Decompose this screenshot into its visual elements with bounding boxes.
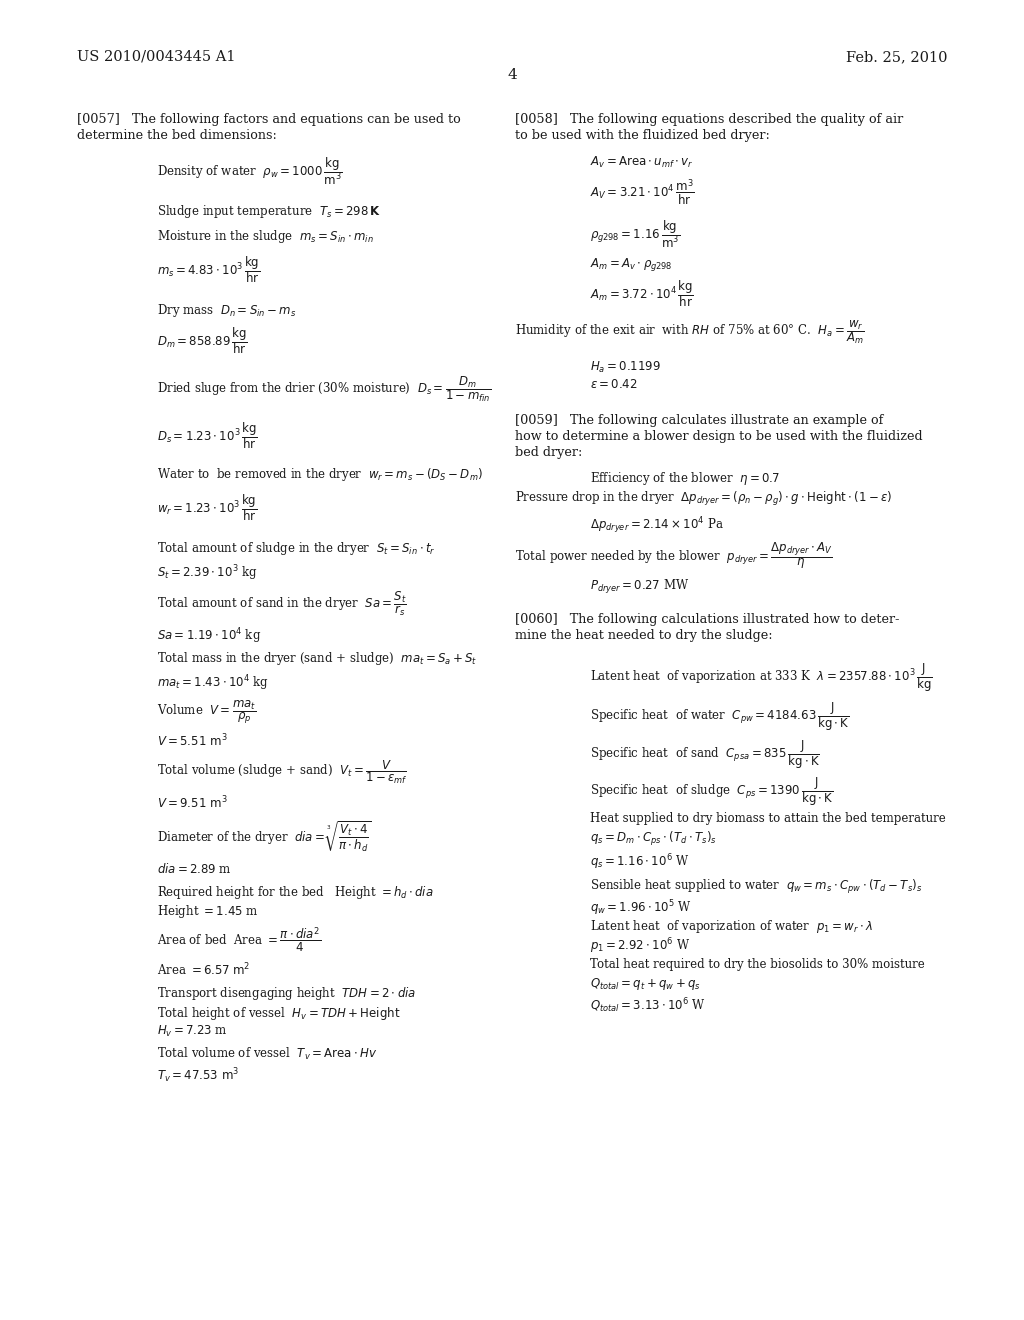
Text: Sludge input temperature  $T_s = 298\,\mathbf{K}$: Sludge input temperature $T_s = 298\,\ma… — [157, 203, 381, 220]
Text: Area of bed  Area $= \dfrac{\pi \cdot dia^2}{4}$: Area of bed Area $= \dfrac{\pi \cdot dia… — [157, 927, 322, 956]
Text: Efficiency of the blower  $\eta = 0.7$: Efficiency of the blower $\eta = 0.7$ — [590, 470, 780, 487]
Text: Transport disengaging height  $TDH = 2 \cdot dia$: Transport disengaging height $TDH = 2 \c… — [157, 985, 416, 1002]
Text: $D_s = 1.23 \cdot 10^3\,\dfrac{\mathrm{kg}}{\mathrm{hr}}$: $D_s = 1.23 \cdot 10^3\,\dfrac{\mathrm{k… — [157, 420, 258, 450]
Text: Diameter of the dryer  $dia = \sqrt[3]{\dfrac{V_t \cdot 4}{\pi \cdot h_d}}$: Diameter of the dryer $dia = \sqrt[3]{\d… — [157, 818, 372, 854]
Text: $T_v = 47.53\ \mathrm{m}^3$: $T_v = 47.53\ \mathrm{m}^3$ — [157, 1067, 240, 1085]
Text: Specific heat  of sludge  $C_{ps} = 1390\,\dfrac{\mathrm{J}}{\mathrm{kg} \cdot \: Specific heat of sludge $C_{ps} = 1390\,… — [590, 775, 834, 808]
Text: $V = 5.51\ \mathrm{m}^3$: $V = 5.51\ \mathrm{m}^3$ — [157, 733, 227, 750]
Text: Humidity of the exit air  with $\mathit{RH}$ of 75% at 60° C.  $H_a = \dfrac{w_r: Humidity of the exit air with $\mathit{R… — [515, 318, 864, 346]
Text: [0059]   The following calculates illustrate an example of: [0059] The following calculates illustra… — [515, 414, 884, 426]
Text: $V = 9.51\ \mathrm{m}^3$: $V = 9.51\ \mathrm{m}^3$ — [157, 795, 227, 812]
Text: Required height for the bed   Height $= h_d \cdot dia$: Required height for the bed Height $= h_… — [157, 884, 433, 902]
Text: $A_m = 3.72 \cdot 10^4\,\dfrac{\mathrm{kg}}{\mathrm{hr}}$: $A_m = 3.72 \cdot 10^4\,\dfrac{\mathrm{k… — [590, 279, 694, 309]
Text: $\rho_{g298} = 1.16\,\dfrac{\mathrm{kg}}{\mathrm{m}^3}$: $\rho_{g298} = 1.16\,\dfrac{\mathrm{kg}}… — [590, 218, 680, 249]
Text: Total power needed by the blower  $p_{dryer} = \dfrac{\Delta p_{dryer} \cdot A_V: Total power needed by the blower $p_{dry… — [515, 540, 833, 570]
Text: US 2010/0043445 A1: US 2010/0043445 A1 — [77, 50, 236, 63]
Text: Specific heat  of water  $C_{pw} = 4184.63\,\dfrac{\mathrm{J}}{\mathrm{kg} \cdot: Specific heat of water $C_{pw} = 4184.63… — [590, 700, 850, 733]
Text: Total mass in the dryer (sand + sludge)  $ma_t = S_a + S_t$: Total mass in the dryer (sand + sludge) … — [157, 649, 477, 667]
Text: $ma_t = 1.43 \cdot 10^4$ kg: $ma_t = 1.43 \cdot 10^4$ kg — [157, 673, 268, 693]
Text: $H_v = 7.23$ m: $H_v = 7.23$ m — [157, 1024, 227, 1039]
Text: Density of water  $\rho_w = 1000\,\dfrac{\mathrm{kg}}{\mathrm{m}^3}$: Density of water $\rho_w = 1000\,\dfrac{… — [157, 154, 343, 187]
Text: $q_s = D_m \cdot C_{ps} \cdot (T_d \cdot T_s)_s$: $q_s = D_m \cdot C_{ps} \cdot (T_d \cdot… — [590, 830, 717, 847]
Text: $q_s = 1.16 \cdot 10^6$ W: $q_s = 1.16 \cdot 10^6$ W — [590, 851, 689, 871]
Text: $w_r = 1.23 \cdot 10^3\,\dfrac{\mathrm{kg}}{\mathrm{hr}}$: $w_r = 1.23 \cdot 10^3\,\dfrac{\mathrm{k… — [157, 492, 257, 523]
Text: $Q_{total} = 3.13 \cdot 10^6$ W: $Q_{total} = 3.13 \cdot 10^6$ W — [590, 997, 706, 1015]
Text: bed dryer:: bed dryer: — [515, 446, 583, 459]
Text: $H_a = 0.1199$: $H_a = 0.1199$ — [590, 360, 660, 375]
Text: $S_t = 2.39 \cdot 10^3$ kg: $S_t = 2.39 \cdot 10^3$ kg — [157, 564, 258, 582]
Text: Volume  $V = \dfrac{ma_t}{\rho_p}$: Volume $V = \dfrac{ma_t}{\rho_p}$ — [157, 698, 256, 726]
Text: Heat supplied to dry biomass to attain the bed temperature: Heat supplied to dry biomass to attain t… — [590, 812, 946, 825]
Text: Total volume (sludge + sand)  $V_t = \dfrac{V}{1-\varepsilon_{mf}}$: Total volume (sludge + sand) $V_t = \dfr… — [157, 758, 408, 785]
Text: Water to  be removed in the dryer  $w_r = m_s - (D_S - D_m)$: Water to be removed in the dryer $w_r = … — [157, 466, 483, 483]
Text: $p_1 = 2.92 \cdot 10^6$ W: $p_1 = 2.92 \cdot 10^6$ W — [590, 936, 690, 956]
Text: Latent heat  of vaporization of water  $p_1 = w_r \cdot \lambda$: Latent heat of vaporization of water $p_… — [590, 917, 872, 935]
Text: [0057]   The following factors and equations can be used to: [0057] The following factors and equatio… — [77, 114, 461, 125]
Text: Height $= 1.45$ m: Height $= 1.45$ m — [157, 903, 259, 920]
Text: mine the heat needed to dry the sludge:: mine the heat needed to dry the sludge: — [515, 630, 773, 642]
Text: [0058]   The following equations described the quality of air: [0058] The following equations described… — [515, 114, 903, 125]
Text: how to determine a blower design to be used with the fluidized: how to determine a blower design to be u… — [515, 430, 923, 444]
Text: $P_{dryer} = 0.27$ MW: $P_{dryer} = 0.27$ MW — [590, 578, 689, 597]
Text: $Sa = 1.19 \cdot 10^4$ kg: $Sa = 1.19 \cdot 10^4$ kg — [157, 626, 261, 645]
Text: Total heat required to dry the biosolids to 30% moisture: Total heat required to dry the biosolids… — [590, 958, 925, 972]
Text: $D_m = 858.89\,\dfrac{\mathrm{kg}}{\mathrm{hr}}$: $D_m = 858.89\,\dfrac{\mathrm{kg}}{\math… — [157, 325, 248, 355]
Text: Total volume of vessel  $T_v = \mathrm{Area} \cdot Hv$: Total volume of vessel $T_v = \mathrm{Ar… — [157, 1045, 378, 1063]
Text: determine the bed dimensions:: determine the bed dimensions: — [77, 129, 276, 143]
Text: 4: 4 — [507, 69, 517, 82]
Text: Total amount of sand in the dryer  $Sa = \dfrac{S_t}{r_s}$: Total amount of sand in the dryer $Sa = … — [157, 589, 407, 618]
Text: Dry mass  $D_n = S_{in} - m_s$: Dry mass $D_n = S_{in} - m_s$ — [157, 302, 296, 319]
Text: $dia = 2.89$ m: $dia = 2.89$ m — [157, 862, 231, 876]
Text: Total amount of sludge in the dryer  $S_t = S_{in} \cdot t_r$: Total amount of sludge in the dryer $S_t… — [157, 540, 435, 557]
Text: $m_s = 4.83 \cdot 10^3\,\dfrac{\mathrm{kg}}{\mathrm{hr}}$: $m_s = 4.83 \cdot 10^3\,\dfrac{\mathrm{k… — [157, 253, 260, 285]
Text: $\varepsilon = 0.42$: $\varepsilon = 0.42$ — [590, 378, 638, 391]
Text: $A_V = 3.21 \cdot 10^4\,\dfrac{\mathrm{m}^3}{\mathrm{hr}}$: $A_V = 3.21 \cdot 10^4\,\dfrac{\mathrm{m… — [590, 178, 694, 209]
Text: Dried sluge from the drier (30% moisture)  $D_s = \dfrac{D_m}{1-m_{fin}}$: Dried sluge from the drier (30% moisture… — [157, 374, 492, 404]
Text: Feb. 25, 2010: Feb. 25, 2010 — [846, 50, 947, 63]
Text: Sensible heat supplied to water  $q_w = m_s \cdot C_{pw} \cdot (T_d - T_s)_s$: Sensible heat supplied to water $q_w = m… — [590, 878, 923, 896]
Text: $A_v = \mathrm{Area} \cdot u_{mf} \cdot v_r$: $A_v = \mathrm{Area} \cdot u_{mf} \cdot … — [590, 154, 693, 170]
Text: Total height of vessel  $H_v = TDH + \mathrm{Height}$: Total height of vessel $H_v = TDH + \mat… — [157, 1005, 400, 1022]
Text: to be used with the fluidized bed dryer:: to be used with the fluidized bed dryer: — [515, 129, 770, 143]
Text: Latent heat  of vaporization at 333 K  $\lambda = 2357.88 \cdot 10^3\,\dfrac{\ma: Latent heat of vaporization at 333 K $\l… — [590, 661, 933, 694]
Text: Area $= 6.57\ \mathrm{m}^2$: Area $= 6.57\ \mathrm{m}^2$ — [157, 962, 251, 978]
Text: [0060]   The following calculations illustrated how to deter-: [0060] The following calculations illust… — [515, 612, 899, 626]
Text: $\Delta p_{dryer} = 2.14 \times 10^4$ Pa: $\Delta p_{dryer} = 2.14 \times 10^4$ Pa — [590, 515, 724, 536]
Text: $A_m = A_v \cdot \rho_{g298}$: $A_m = A_v \cdot \rho_{g298}$ — [590, 256, 673, 273]
Text: Specific heat  of sand  $C_{psa} = 835\,\dfrac{\mathrm{J}}{\mathrm{kg} \cdot \ma: Specific heat of sand $C_{psa} = 835\,\d… — [590, 738, 820, 771]
Text: $Q_{total} = q_t + q_w + q_s$: $Q_{total} = q_t + q_w + q_s$ — [590, 975, 700, 993]
Text: Moisture in the sludge  $m_s = S_{in} \cdot m_{in}$: Moisture in the sludge $m_s = S_{in} \cd… — [157, 228, 374, 246]
Text: Pressure drop in the dryer  $\Delta p_{dryer} = (\rho_n - \rho_g) \cdot g \cdot : Pressure drop in the dryer $\Delta p_{dr… — [515, 490, 892, 508]
Text: $q_w = 1.96 \cdot 10^5$ W: $q_w = 1.96 \cdot 10^5$ W — [590, 898, 692, 917]
